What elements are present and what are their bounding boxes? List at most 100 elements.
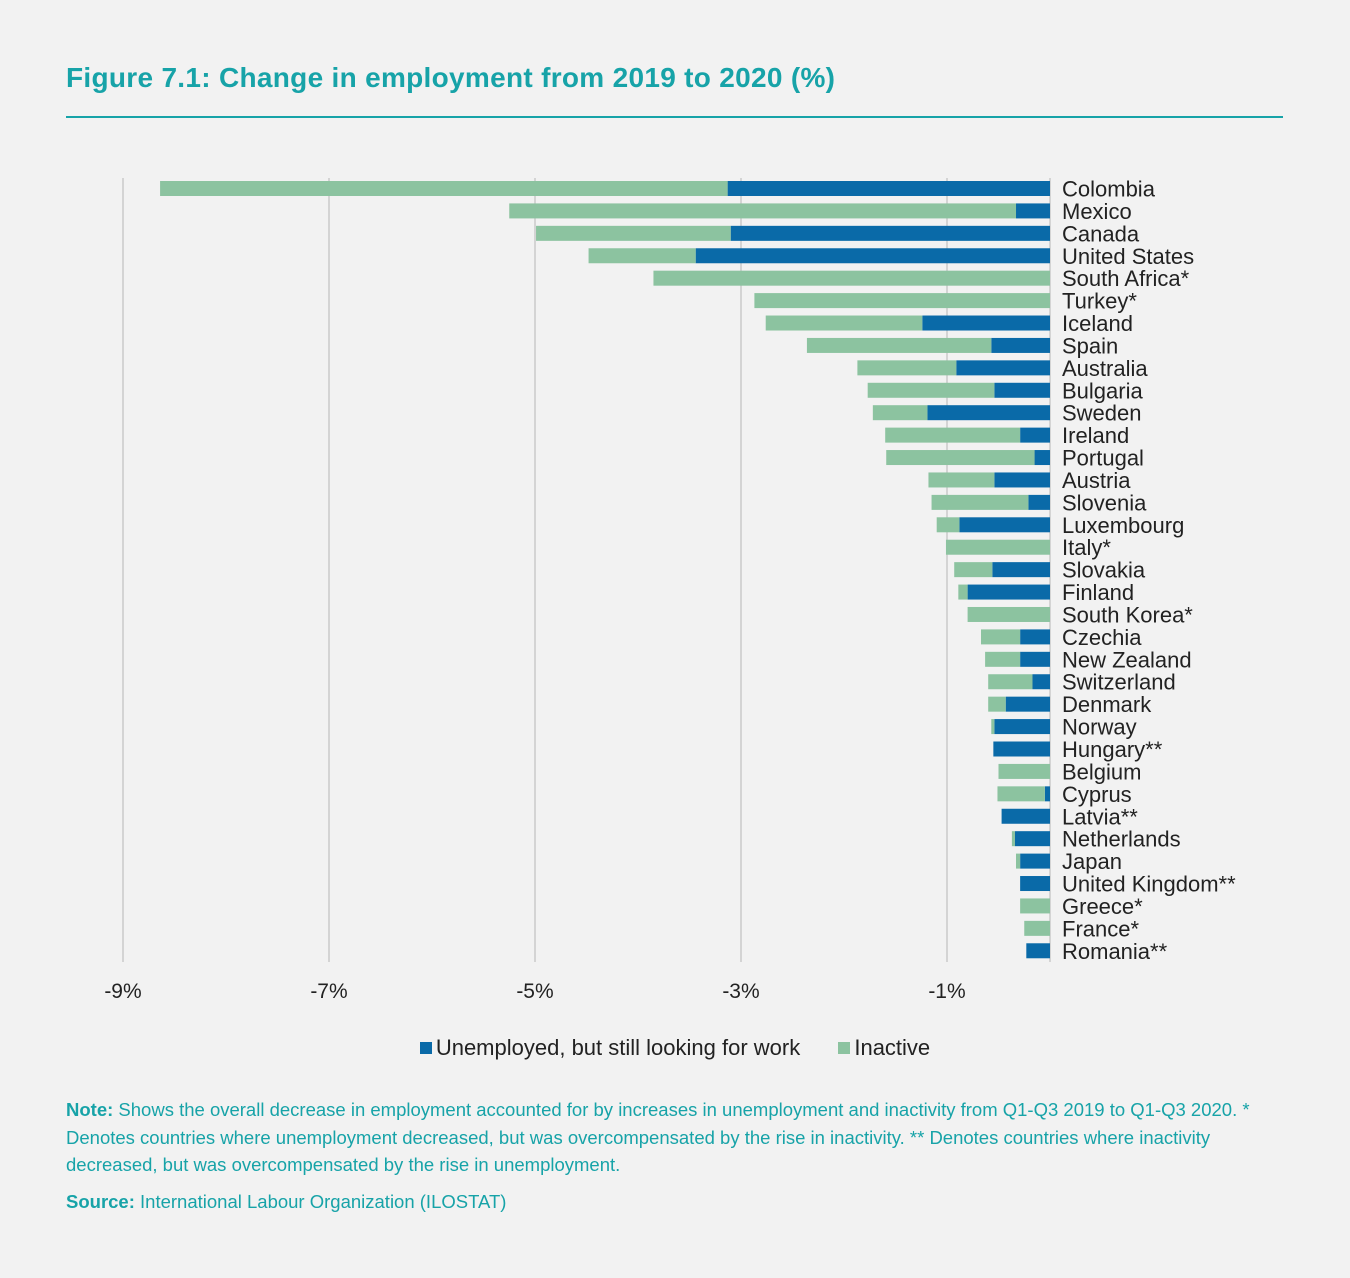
category-label: Norway — [1062, 715, 1137, 740]
bar-inactive — [754, 293, 1050, 309]
x-tick-label: -9% — [104, 980, 141, 1003]
bar-unemployed — [991, 337, 1050, 353]
bar-unemployed — [959, 517, 1050, 533]
bar-unemployed — [1020, 876, 1050, 892]
category-label: Slovenia — [1062, 490, 1147, 515]
bar-unemployed — [727, 181, 1050, 196]
source-text: International Labour Organization (ILOST… — [134, 1191, 507, 1212]
category-label: Greece* — [1062, 894, 1143, 919]
category-label: Spain — [1062, 333, 1118, 358]
bar-inactive — [997, 786, 1045, 802]
category-label: United Kingdom** — [1062, 872, 1236, 897]
category-label: France* — [1062, 916, 1139, 941]
category-label: Bulgaria — [1062, 378, 1143, 403]
legend-swatch-unemployed — [419, 1042, 432, 1054]
title-divider — [66, 116, 1283, 118]
bar-unemployed — [1014, 831, 1050, 847]
bar-unemployed — [695, 248, 1050, 264]
category-label: Czechia — [1062, 625, 1142, 650]
category-label: United States — [1062, 244, 1194, 269]
bar-inactive — [509, 203, 1017, 219]
bar-inactive — [765, 315, 923, 331]
bar-unemployed — [1001, 808, 1050, 824]
category-label: New Zealand — [1062, 647, 1192, 672]
bar-unemployed — [1032, 674, 1050, 690]
bar-chart: -9% -7% -5% -3% -1%ColombiaMexicoCanadaUnite… — [104, 177, 1236, 1004]
chart-source: Source: International Labour Organizatio… — [66, 1191, 506, 1213]
category-label: Finland — [1062, 580, 1134, 605]
category-label: Turkey* — [1062, 289, 1137, 314]
bar-unemployed — [956, 360, 1050, 376]
x-tick-label: -3% — [722, 980, 759, 1003]
bar-inactive — [588, 248, 696, 264]
source-label: Source: — [66, 1191, 135, 1212]
category-label: Switzerland — [1062, 670, 1176, 695]
bar-inactive — [945, 539, 1050, 555]
legend-label-inactive: Inactive — [854, 1035, 931, 1060]
category-label: Austria — [1062, 468, 1131, 493]
bar-unemployed — [994, 719, 1050, 735]
bar-unemployed — [730, 225, 1050, 241]
bar-inactive — [931, 494, 1029, 510]
category-label: Romania** — [1062, 939, 1168, 964]
bar-inactive — [885, 427, 1021, 443]
bar-inactive — [954, 562, 993, 578]
legend: Unemployed, but still looking for work I… — [0, 1034, 1350, 1061]
bar-unemployed — [922, 315, 1050, 331]
note-text: Shows the overall decrease in employment… — [66, 1099, 1250, 1175]
category-label: Ireland — [1062, 423, 1129, 448]
bar-inactive — [160, 181, 728, 196]
bar-unemployed — [1034, 450, 1050, 466]
category-label: Iceland — [1062, 311, 1133, 336]
bar-inactive — [536, 225, 731, 241]
category-label: Hungary** — [1062, 737, 1163, 762]
chart-note: Note: Shows the overall decrease in empl… — [66, 1096, 1286, 1179]
bar-unemployed — [1005, 696, 1050, 712]
category-label: Cyprus — [1062, 782, 1132, 807]
bar-unemployed — [1020, 853, 1050, 869]
bar-unemployed — [1026, 943, 1050, 959]
chart-title: Figure 7.1: Change in employment from 20… — [66, 62, 836, 93]
bar-unemployed — [1028, 494, 1050, 510]
bar-inactive — [1016, 853, 1021, 869]
bar-unemployed — [927, 405, 1050, 421]
category-label: Italy* — [1062, 535, 1111, 560]
bar-unemployed — [992, 562, 1050, 578]
bar-inactive — [998, 763, 1050, 779]
bar-unemployed — [994, 382, 1050, 398]
category-label: Slovakia — [1062, 558, 1146, 583]
bar-inactive — [980, 629, 1021, 645]
bar-inactive — [928, 472, 995, 488]
category-label: Portugal — [1062, 446, 1144, 471]
category-label: South Africa* — [1062, 266, 1190, 291]
category-label: Belgium — [1062, 759, 1141, 784]
bar-unemployed — [993, 741, 1050, 757]
legend-item-inactive: Inactive — [838, 1035, 930, 1061]
bar-unemployed — [1020, 629, 1050, 645]
legend-item-unemployed: Unemployed, but still looking for work — [419, 1035, 800, 1061]
x-tick-label: -1% — [928, 980, 965, 1003]
bar-inactive — [988, 674, 1033, 690]
category-label: Colombia — [1062, 177, 1156, 202]
bar-unemployed — [1020, 427, 1050, 443]
bar-inactive — [867, 382, 995, 398]
category-label: Denmark — [1062, 692, 1152, 717]
bar-inactive — [985, 651, 1021, 667]
bar-unemployed — [994, 472, 1050, 488]
bar-inactive — [857, 360, 957, 376]
bar-inactive — [886, 450, 1035, 466]
category-label: Netherlands — [1062, 827, 1181, 852]
legend-swatch-inactive — [838, 1042, 851, 1054]
bar-inactive — [806, 337, 992, 353]
bar-unemployed — [967, 584, 1050, 600]
bar-inactive — [967, 606, 1050, 622]
category-label: Latvia** — [1062, 804, 1138, 829]
category-label: Luxembourg — [1062, 513, 1184, 538]
bar-inactive — [1020, 898, 1050, 914]
note-label: Note: — [66, 1099, 114, 1120]
x-tick-label: -7% — [310, 980, 347, 1003]
bar-inactive — [991, 719, 995, 735]
bar-inactive — [1024, 920, 1050, 936]
bar-inactive — [936, 517, 960, 533]
bar-inactive — [653, 270, 1050, 286]
